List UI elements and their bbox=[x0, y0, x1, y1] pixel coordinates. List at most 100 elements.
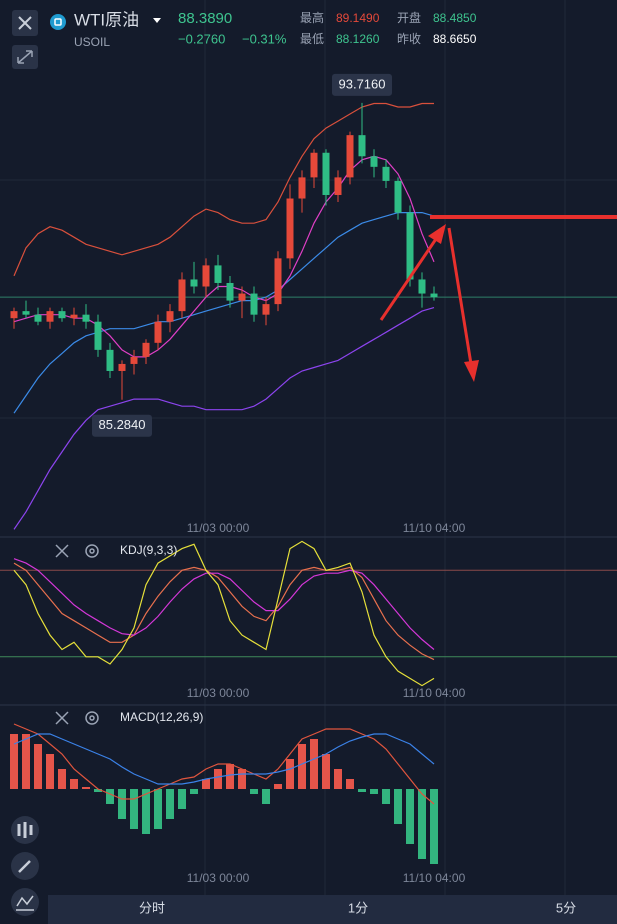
candle-body bbox=[142, 342, 150, 357]
histogram-bar bbox=[382, 789, 390, 804]
symbol-dropdown[interactable] bbox=[153, 18, 161, 23]
tab-bar bbox=[48, 895, 617, 924]
histogram-bar bbox=[46, 754, 54, 789]
candle-body bbox=[238, 293, 246, 301]
histogram-bar bbox=[94, 789, 102, 792]
indicator-line bbox=[13, 733, 435, 785]
stat-value: 88.6650 bbox=[433, 32, 477, 46]
arrow-line bbox=[379, 235, 440, 321]
histogram-bar bbox=[34, 744, 42, 789]
tool-icon bbox=[16, 895, 34, 911]
candle-body bbox=[58, 311, 66, 319]
drawn-arrows bbox=[379, 215, 617, 382]
settings-icon[interactable] bbox=[85, 544, 99, 558]
candle-body bbox=[286, 198, 294, 259]
histogram-bar bbox=[22, 734, 30, 789]
indicator-line bbox=[13, 540, 435, 687]
histogram-bar bbox=[10, 734, 18, 789]
histogram-bar bbox=[142, 789, 150, 834]
candle-body bbox=[34, 314, 42, 322]
histogram-bar bbox=[130, 789, 138, 829]
stat-label: 开盘 bbox=[397, 10, 421, 25]
histogram-bar bbox=[202, 779, 210, 789]
stat-value: 89.1490 bbox=[336, 11, 380, 25]
histogram-bar bbox=[58, 769, 66, 789]
histogram-bar bbox=[334, 769, 342, 789]
histogram-bar bbox=[226, 764, 234, 789]
histogram-bar bbox=[370, 789, 378, 794]
indicator-title: MACD(12,26,9) bbox=[120, 710, 203, 724]
candle-body bbox=[202, 265, 210, 287]
settings-icon[interactable] bbox=[85, 711, 99, 725]
candle-body bbox=[358, 135, 366, 157]
tab[interactable]: 1分 bbox=[348, 900, 368, 915]
candle-body bbox=[226, 282, 234, 301]
candle-body bbox=[178, 279, 186, 312]
x-tick-label: 11/10 04:00 bbox=[403, 871, 466, 885]
candle-body bbox=[250, 293, 258, 315]
histogram-bar bbox=[346, 779, 354, 789]
price-change: −0.2760 bbox=[178, 31, 225, 46]
candle-body bbox=[166, 311, 174, 322]
candle-body bbox=[262, 304, 270, 315]
symbol-logo-mark bbox=[54, 18, 62, 26]
symbol-name[interactable]: WTI原油 bbox=[74, 10, 139, 29]
histogram-bar bbox=[418, 789, 426, 859]
candle-body bbox=[22, 311, 30, 315]
candle-body bbox=[154, 321, 162, 343]
kdj-controls bbox=[55, 544, 99, 558]
histogram-bar bbox=[190, 789, 198, 794]
tab[interactable]: 5分 bbox=[556, 900, 576, 915]
fullscreen-icon bbox=[17, 50, 33, 64]
stat-value: 88.4850 bbox=[433, 11, 477, 25]
indicator-line bbox=[13, 102, 434, 277]
histogram-bar bbox=[118, 789, 126, 819]
candle-body bbox=[298, 177, 306, 199]
indicator-line bbox=[13, 307, 435, 530]
stat-label: 最高 bbox=[300, 10, 324, 25]
candle-body bbox=[382, 166, 390, 181]
timeframe-tabs: 分时 1分 5分 bbox=[48, 895, 617, 924]
candle-body bbox=[190, 279, 198, 287]
candle-body bbox=[406, 212, 414, 280]
histogram-bar bbox=[430, 789, 438, 864]
settings-icon-core bbox=[89, 548, 95, 554]
candle-body bbox=[118, 363, 126, 371]
close-indicator[interactable] bbox=[55, 711, 69, 725]
symbol-logo bbox=[50, 14, 66, 30]
candle-body bbox=[94, 321, 102, 350]
candle-body bbox=[310, 152, 318, 178]
candle-body bbox=[10, 311, 18, 319]
tool-icon bbox=[17, 822, 33, 838]
candle-body bbox=[322, 152, 330, 195]
candle-body bbox=[418, 279, 426, 294]
candle-body bbox=[82, 314, 90, 322]
histogram-bar bbox=[166, 789, 174, 819]
histogram-bar bbox=[262, 789, 270, 804]
candle-body bbox=[430, 293, 438, 298]
x-tick-label: 11/03 00:00 bbox=[187, 871, 250, 885]
stat-label: 昨收 bbox=[397, 32, 421, 46]
indicator-line bbox=[13, 558, 435, 650]
candle-body bbox=[334, 177, 342, 195]
x-tick-label: 11/10 04:00 bbox=[403, 521, 466, 535]
histogram-bar bbox=[250, 789, 258, 794]
indicator-line bbox=[13, 212, 435, 414]
histogram-bar bbox=[394, 789, 402, 824]
candle-body bbox=[274, 258, 282, 305]
candle-body bbox=[346, 135, 354, 178]
candle-body bbox=[70, 314, 78, 319]
histogram-bar bbox=[322, 754, 330, 789]
close-icon bbox=[18, 16, 32, 30]
symbol-code: USOIL bbox=[74, 35, 110, 49]
histogram-bar bbox=[214, 769, 222, 789]
arrow-head bbox=[464, 360, 479, 382]
close-indicator[interactable] bbox=[55, 544, 69, 558]
candle-body bbox=[214, 265, 222, 283]
histogram-bar bbox=[358, 789, 366, 792]
indicator-title: KDJ(9,3,3) bbox=[120, 543, 177, 557]
tab[interactable]: 分时 bbox=[139, 900, 165, 915]
header: WTI原油 USOIL 88.3890 −0.2760 −0.31% 最高 89… bbox=[12, 10, 477, 69]
